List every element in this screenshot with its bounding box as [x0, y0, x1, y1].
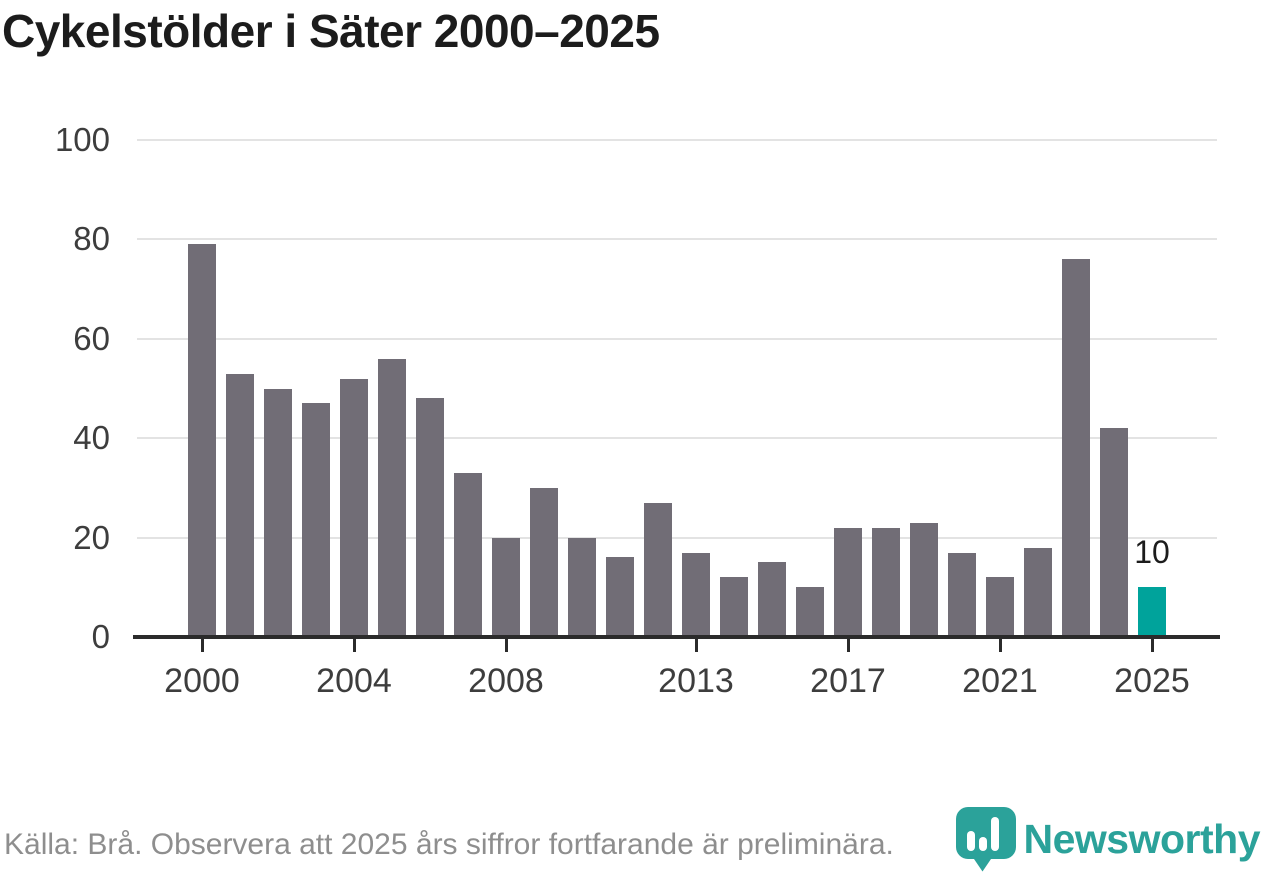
bar-2023 [1062, 259, 1090, 637]
newsworthy-logo-icon [955, 807, 1016, 872]
bar-2002 [264, 388, 292, 637]
bar-2018 [872, 527, 900, 637]
y-axis-label-40: 40 [73, 419, 110, 457]
x-axis-tick-2004 [352, 639, 356, 652]
bar-2008 [492, 537, 520, 637]
y-axis-label-0: 0 [91, 618, 110, 655]
bar-2000 [188, 244, 216, 637]
bar-2009 [530, 487, 558, 637]
bar-2021 [986, 577, 1014, 637]
bar-2005 [378, 358, 406, 637]
x-axis-label-2013: 2013 [658, 662, 734, 700]
x-axis-label-2008: 2008 [468, 662, 544, 700]
bar-2012 [644, 502, 672, 637]
x-axis-tick-2013 [694, 639, 698, 652]
y-axis-label-80: 80 [73, 220, 110, 258]
chart-title: Cykelstölder i Säter 2000–2025 [2, 5, 660, 57]
bar-2003 [302, 403, 330, 637]
y-axis-label-100: 100 [54, 121, 110, 158]
bar-2016 [796, 587, 824, 637]
gridline-y-40 [137, 437, 1217, 440]
bar-2011 [606, 557, 634, 637]
bar-2019 [910, 522, 938, 637]
bar-2004 [340, 378, 368, 637]
bar-2017 [834, 527, 862, 637]
newsworthy-brand: Newsworthy [955, 806, 1261, 872]
x-axis-label-2000: 2000 [164, 662, 240, 700]
bar-2006 [416, 398, 444, 637]
x-axis-line [133, 635, 1220, 639]
gridline-y-60 [137, 337, 1217, 340]
gridline-y-100 [137, 139, 1217, 141]
bar-2001 [226, 373, 254, 637]
bar-2022 [1024, 547, 1052, 637]
newsworthy-wordmark: Newsworthy [1023, 815, 1261, 862]
bar-2024 [1100, 428, 1128, 637]
x-axis-label-2004: 2004 [316, 662, 392, 700]
x-axis-label-2025: 2025 [1114, 662, 1190, 700]
x-axis-tick-2025 [1150, 639, 1154, 652]
x-axis-tick-2021 [998, 639, 1002, 652]
x-axis-label-2017: 2017 [810, 662, 886, 700]
x-axis-tick-2008 [504, 639, 508, 652]
bar-2010 [568, 537, 596, 637]
x-axis-label-2021: 2021 [962, 662, 1038, 700]
bar-2007 [454, 472, 482, 637]
x-axis-tick-2000 [200, 639, 204, 652]
y-axis-label-60: 60 [73, 319, 110, 357]
bar-2015 [758, 562, 786, 637]
gridline-y-20 [137, 536, 1217, 539]
bar-2014 [720, 577, 748, 637]
gridline-y-80 [137, 238, 1217, 241]
bar-2020 [948, 552, 976, 637]
source-note: Källa: Brå. Observera att 2025 års siffr… [4, 828, 894, 861]
x-axis-tick-2017 [846, 639, 850, 652]
bar-2025 [1138, 587, 1166, 637]
highlight-value-label: 10 [1134, 534, 1170, 571]
y-axis-label-20: 20 [73, 518, 110, 556]
bar-2013 [682, 552, 710, 637]
